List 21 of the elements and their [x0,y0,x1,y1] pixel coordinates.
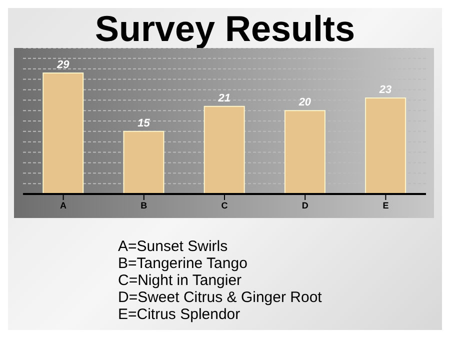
data-label: 23 [378,84,392,96]
x-tick-label: D [302,200,309,210]
data-label: 15 [138,117,151,130]
bar [42,72,84,194]
text: B=Tangerine Tango [118,255,248,272]
bar [204,106,245,194]
text: C=Night in Tangier [118,272,243,289]
x-tick-label: E [382,200,389,210]
x-tick-label: B [140,200,148,210]
chart-title: Survey Results [94,8,356,50]
bar [284,110,326,194]
data-label: 20 [298,96,312,109]
text: D=Sweet Citrus & Ginger Root [118,289,322,306]
text: E=Citrus Splendor [118,306,242,323]
text: A=Sunset Swirls [118,238,229,255]
data-label: 29 [56,59,70,72]
data-label: 21 [217,92,230,104]
x-tick-label: C [221,200,228,210]
bar [365,98,406,194]
bar [123,130,164,194]
x-tick-label: A [60,200,68,210]
